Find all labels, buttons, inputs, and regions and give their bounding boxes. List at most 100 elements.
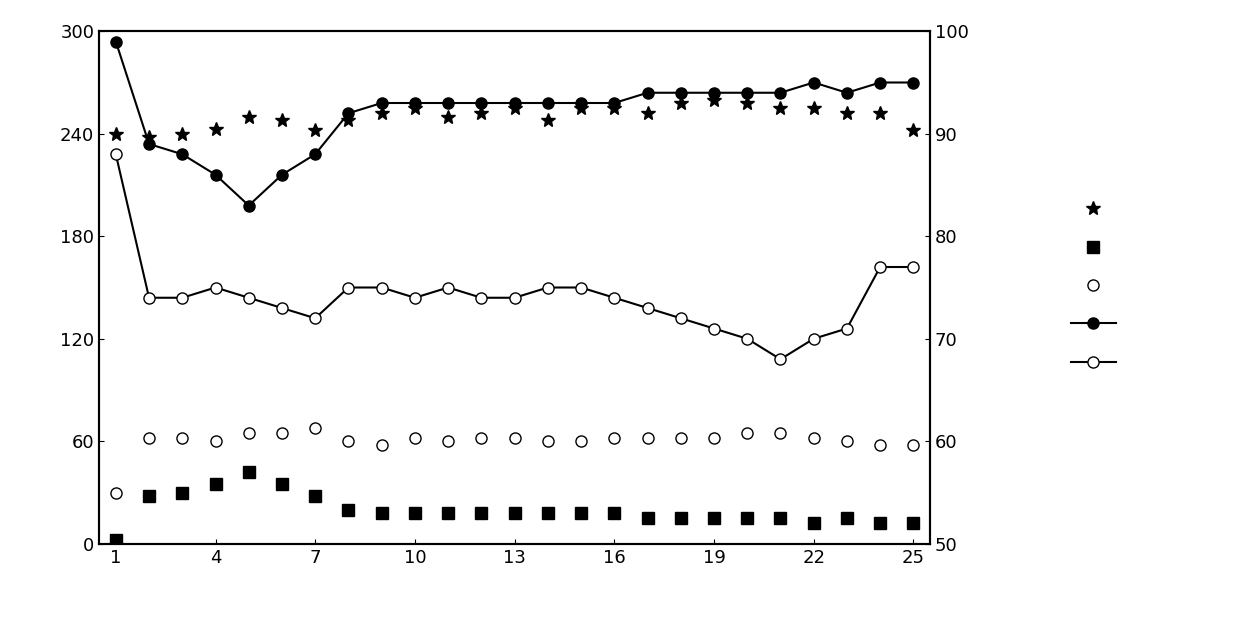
CRI1去除率	[341, 109, 356, 117]
CRI1去除率	[773, 89, 787, 96]
CRI1去除率	[707, 89, 722, 96]
CRI1出水	[640, 514, 655, 522]
CRI2出水	[673, 434, 688, 442]
CRI2去除率	[175, 294, 190, 301]
CRI2出水	[374, 441, 389, 448]
进水	[374, 109, 389, 117]
CRI1出水	[541, 509, 556, 517]
CRI1出水	[773, 514, 787, 522]
进水	[906, 127, 921, 134]
CRI2出水	[141, 434, 156, 442]
CRI1出水	[374, 509, 389, 517]
CRI2去除率	[108, 151, 123, 158]
CRI2去除率	[308, 314, 322, 322]
CRI1出水	[507, 509, 522, 517]
进水	[673, 99, 688, 107]
CRI2去除率	[141, 294, 156, 301]
CRI2出水	[242, 429, 257, 436]
CRI1出水	[707, 514, 722, 522]
CRI1出水	[474, 509, 489, 517]
进水	[308, 127, 322, 134]
Line: CRI2出水: CRI2出水	[110, 422, 919, 498]
CRI2去除率	[341, 284, 356, 291]
CRI2出水	[606, 434, 621, 442]
CRI1出水	[873, 519, 888, 527]
进水	[507, 104, 522, 112]
CRI2出水	[308, 424, 322, 431]
CRI1出水	[274, 480, 289, 488]
进水	[341, 116, 356, 124]
进水	[242, 113, 257, 121]
CRI1去除率	[740, 89, 755, 96]
CRI2出水	[541, 438, 556, 445]
进水	[574, 104, 589, 112]
CRI2出水	[773, 429, 787, 436]
CRI1去除率	[806, 79, 821, 86]
CRI2出水	[873, 441, 888, 448]
CRI1出水	[839, 514, 854, 522]
CRI2出水	[108, 489, 123, 496]
CRI2去除率	[707, 325, 722, 332]
CRI2去除率	[507, 294, 522, 301]
CRI1去除率	[175, 151, 190, 158]
CRI1去除率	[108, 38, 123, 45]
进水	[873, 109, 888, 117]
CRI2去除率	[873, 263, 888, 271]
CRI2出水	[208, 438, 223, 445]
CRI2去除率	[606, 294, 621, 301]
CRI1去除率	[408, 99, 423, 107]
CRI1出水	[208, 480, 223, 488]
CRI1出水	[606, 509, 621, 517]
CRI2出水	[906, 441, 921, 448]
CRI1去除率	[374, 99, 389, 107]
进水	[740, 99, 755, 107]
CRI1去除率	[308, 151, 322, 158]
进水	[707, 96, 722, 103]
CRI2去除率	[541, 284, 556, 291]
CRI1出水	[440, 509, 455, 517]
进水	[839, 109, 854, 117]
CRI1出水	[740, 514, 755, 522]
CRI1去除率	[574, 99, 589, 107]
CRI1出水	[108, 537, 123, 544]
CRI1出水	[673, 514, 688, 522]
CRI2去除率	[640, 304, 655, 312]
CRI2去除率	[408, 294, 423, 301]
CRI1去除率	[541, 99, 556, 107]
进水	[773, 104, 787, 112]
CRI2出水	[440, 438, 455, 445]
CRI1出水	[141, 492, 156, 499]
CRI1出水	[175, 489, 190, 496]
CRI2出水	[274, 429, 289, 436]
CRI2出水	[408, 434, 423, 442]
CRI2去除率	[673, 314, 688, 322]
CRI1去除率	[208, 171, 223, 179]
进水	[175, 130, 190, 138]
Line: 进水: 进水	[109, 92, 920, 144]
CRI1出水	[308, 492, 322, 499]
进水	[274, 116, 289, 124]
CRI2出水	[175, 434, 190, 442]
CRI2出水	[474, 434, 489, 442]
CRI1去除率	[141, 140, 156, 148]
CRI2去除率	[208, 284, 223, 291]
CRI2去除率	[839, 325, 854, 332]
进水	[208, 125, 223, 132]
CRI2去除率	[242, 294, 257, 301]
CRI2出水	[806, 434, 821, 442]
Line: CRI2去除率: CRI2去除率	[110, 149, 919, 365]
CRI2去除率	[906, 263, 921, 271]
CRI1出水	[408, 509, 423, 517]
CRI1出水	[806, 519, 821, 527]
CRI1去除率	[242, 202, 257, 209]
CRI1去除率	[839, 89, 854, 96]
CRI1去除率	[906, 79, 921, 86]
进水	[474, 109, 489, 117]
CRI2去除率	[773, 356, 787, 363]
Legend: 进水, CRI1出水, CRI2出水, CRI1去除率, CRI2去除率: 进水, CRI1出水, CRI2出水, CRI1去除率, CRI2去除率	[1064, 192, 1240, 382]
CRI2出水	[507, 434, 522, 442]
CRI2出水	[707, 434, 722, 442]
CRI2去除率	[274, 304, 289, 312]
进水	[606, 104, 621, 112]
CRI1去除率	[673, 89, 688, 96]
